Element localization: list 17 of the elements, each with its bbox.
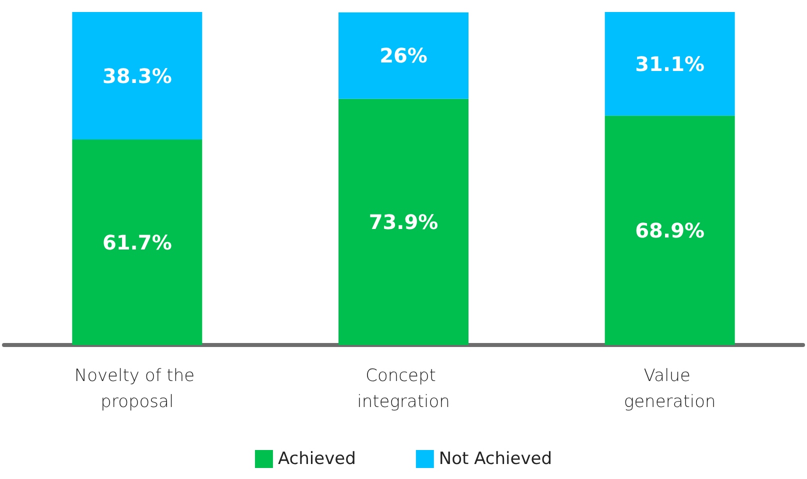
- legend-label: Not Achieved: [438, 449, 552, 469]
- data-label: 31.1%: [635, 52, 705, 76]
- data-label: 68.9%: [635, 218, 705, 242]
- bar: [72, 140, 202, 345]
- data-label: 73.9%: [368, 210, 438, 234]
- bar: [72, 12, 202, 140]
- x-tick-label: Concept integration: [357, 366, 450, 412]
- data-label: 38.3%: [102, 64, 172, 88]
- data-label: 61.7%: [102, 230, 172, 254]
- bar: [604, 12, 735, 116]
- x-tick-label: Value generation: [624, 366, 716, 412]
- bar: [338, 98, 468, 345]
- x-tick-label: Novelty of the proposal: [74, 366, 200, 412]
- bar: [604, 116, 735, 345]
- bar: [338, 12, 468, 99]
- data-label: 26%: [380, 44, 428, 68]
- legend-label: Achieved: [278, 449, 356, 469]
